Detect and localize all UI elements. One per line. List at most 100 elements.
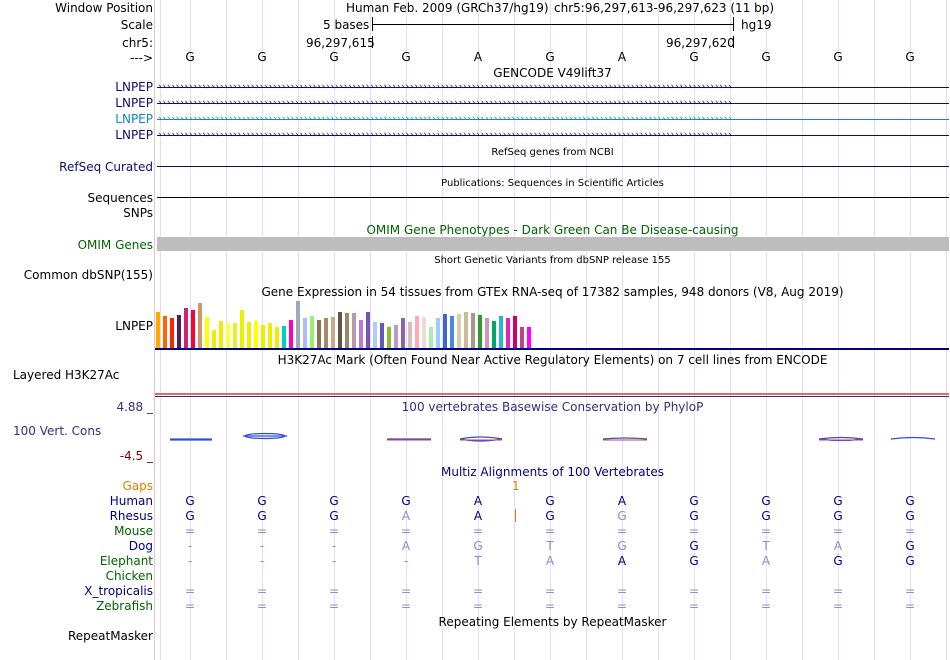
gtex-tissue-bar[interactable] [387,327,391,348]
gtex-tissue-bar[interactable] [240,310,244,348]
refseq-gene-line[interactable] [157,166,949,167]
phylop-track-title[interactable]: 100 vertebrates Basewise Conservation by… [401,400,704,414]
gtex-tissue-bar[interactable] [422,317,426,348]
gtex-tissue-bar[interactable] [219,321,223,348]
aligned-base: G [473,539,483,553]
gtex-tissue-bar[interactable] [198,303,202,348]
gtex-tissue-bar[interactable] [520,327,524,348]
gtex-tissue-bar[interactable] [163,316,167,348]
omim-feature-bar[interactable] [157,237,949,251]
gtex-tissue-bar[interactable] [212,330,216,348]
gtex-tissue-bar[interactable] [331,317,335,348]
gtex-tissue-bar[interactable] [261,325,265,348]
gtex-tissue-bar[interactable] [177,315,181,348]
gtex-tissue-bar[interactable] [282,326,286,348]
gtex-tissue-bar[interactable] [471,313,475,348]
h3k27ac-signal-line[interactable] [155,393,949,395]
gtex-tissue-bar[interactable] [464,312,468,348]
gtex-tissue-bar[interactable] [401,318,405,348]
species-label-dog[interactable]: Dog [128,539,153,553]
gtex-tissue-bar[interactable] [254,321,258,348]
gencode-track-title[interactable]: GENCODE V49lift37 [493,66,612,80]
gtex-tissue-bar[interactable] [324,318,328,348]
publications-track-title[interactable]: Publications: Sequences in Scientific Ar… [441,178,664,189]
gtex-tissue-bar[interactable] [296,301,300,348]
gtex-tissue-bar[interactable] [380,323,384,348]
aligned-base: G [257,494,267,508]
snps-label[interactable]: SNPs [123,206,153,220]
species-label-chicken[interactable]: Chicken [105,569,153,583]
gtex-tissue-bar[interactable] [450,316,454,348]
publications-line[interactable] [157,197,949,198]
gencode-gene-label-4[interactable]: LNPEP [115,128,153,142]
species-label-human[interactable]: Human [109,494,153,508]
gtex-tissue-bar[interactable] [485,318,489,348]
gencode-gene-label-1[interactable]: LNPEP [115,80,153,94]
gtex-tissue-bar[interactable] [156,312,160,348]
gtex-tissue-bar[interactable] [408,322,412,348]
gaps-label[interactable]: Gaps [122,479,153,493]
gtex-tissue-bar[interactable] [352,313,356,348]
species-label-elephant[interactable]: Elephant [99,554,153,568]
gtex-tissue-bar[interactable] [191,310,195,348]
species-label-rhesus[interactable]: Rhesus [109,509,153,523]
gtex-gene-label[interactable]: LNPEP [115,319,153,333]
gtex-tissue-bar[interactable] [415,316,419,348]
gtex-tissue-bar[interactable] [478,315,482,348]
phylop-track-label[interactable]: 100 Vert. Cons [13,424,102,438]
gtex-tissue-bar[interactable] [443,314,447,348]
phylop-glyphs[interactable] [155,428,950,448]
omim-track-label[interactable]: OMIM Genes [77,238,153,252]
repeatmasker-track-title[interactable]: Repeating Elements by RepeatMasker [438,615,667,629]
h3k27ac-track-label[interactable]: Layered H3K27Ac [13,368,120,382]
gtex-tissue-bar[interactable] [317,320,321,348]
gtex-tissue-bar[interactable] [499,316,503,348]
gencode-gene-label-2[interactable]: LNPEP [115,96,153,110]
gtex-tissue-bar[interactable] [205,317,209,348]
gtex-tissue-bar[interactable] [310,316,314,348]
aligned-base: G [761,494,771,508]
gtex-tissue-bar[interactable] [233,323,237,348]
gtex-tissue-bar[interactable] [436,318,440,348]
gencode-transcript-4[interactable]: ››››››››››››››››››››››››››››››››››››››››… [157,130,949,140]
gtex-tissue-bar[interactable] [226,323,230,348]
gencode-transcript-3[interactable]: ››››››››››››››››››››››››››››››››››››››››… [157,114,949,124]
gencode-transcript-2[interactable]: ››››››››››››››››››››››››››››››››››››››››… [157,98,949,108]
repeatmasker-track-label[interactable]: RepeatMasker [67,629,153,643]
gtex-track-title[interactable]: Gene Expression in 54 tissues from GTEx … [261,285,844,299]
species-label-zebrafish[interactable]: Zebrafish [96,599,153,613]
gtex-bar-chart[interactable] [155,298,555,348]
gtex-tissue-bar[interactable] [394,325,398,348]
gtex-tissue-bar[interactable] [289,320,293,348]
species-label-x_tropicalis[interactable]: X_tropicalis [84,584,153,598]
gtex-tissue-bar[interactable] [268,323,272,348]
gtex-tissue-bar[interactable] [429,327,433,348]
gtex-tissue-bar[interactable] [247,322,251,348]
aligned-base: A [761,554,771,568]
gtex-tissue-bar[interactable] [492,321,496,348]
gtex-tissue-bar[interactable] [527,327,531,348]
gencode-transcript-1[interactable]: ››››››››››››››››››››››››››››››››››››››››… [157,82,949,92]
gtex-tissue-bar[interactable] [457,314,461,348]
gtex-tissue-bar[interactable] [373,322,377,348]
sequences-label[interactable]: Sequences [87,191,153,205]
h3k27ac-track-title[interactable]: H3K27Ac Mark (Often Found Near Active Re… [277,353,828,367]
multiz-track-title[interactable]: Multiz Alignments of 100 Vertebrates [440,465,665,479]
refseq-track-title[interactable]: RefSeq genes from NCBI [491,147,614,158]
refseq-track-label[interactable]: RefSeq Curated [59,160,153,174]
dbsnp-track-label[interactable]: Common dbSNP(155) [23,268,153,282]
gtex-tissue-bar[interactable] [170,318,174,348]
species-label-mouse[interactable]: Mouse [114,524,153,538]
gtex-tissue-bar[interactable] [184,308,188,348]
gtex-tissue-bar[interactable] [345,313,349,348]
gencode-gene-label-3[interactable]: LNPEP [115,112,153,126]
gtex-tissue-bar[interactable] [275,327,279,348]
gtex-tissue-bar[interactable] [366,312,370,348]
omim-track-title[interactable]: OMIM Gene Phenotypes - Dark Green Can Be… [366,223,739,237]
gtex-tissue-bar[interactable] [513,316,517,348]
gtex-tissue-bar[interactable] [506,318,510,348]
gtex-tissue-bar[interactable] [338,312,342,348]
gtex-tissue-bar[interactable] [303,318,307,348]
dbsnp-track-title[interactable]: Short Genetic Variants from dbSNP releas… [434,255,671,266]
gtex-tissue-bar[interactable] [359,320,363,348]
